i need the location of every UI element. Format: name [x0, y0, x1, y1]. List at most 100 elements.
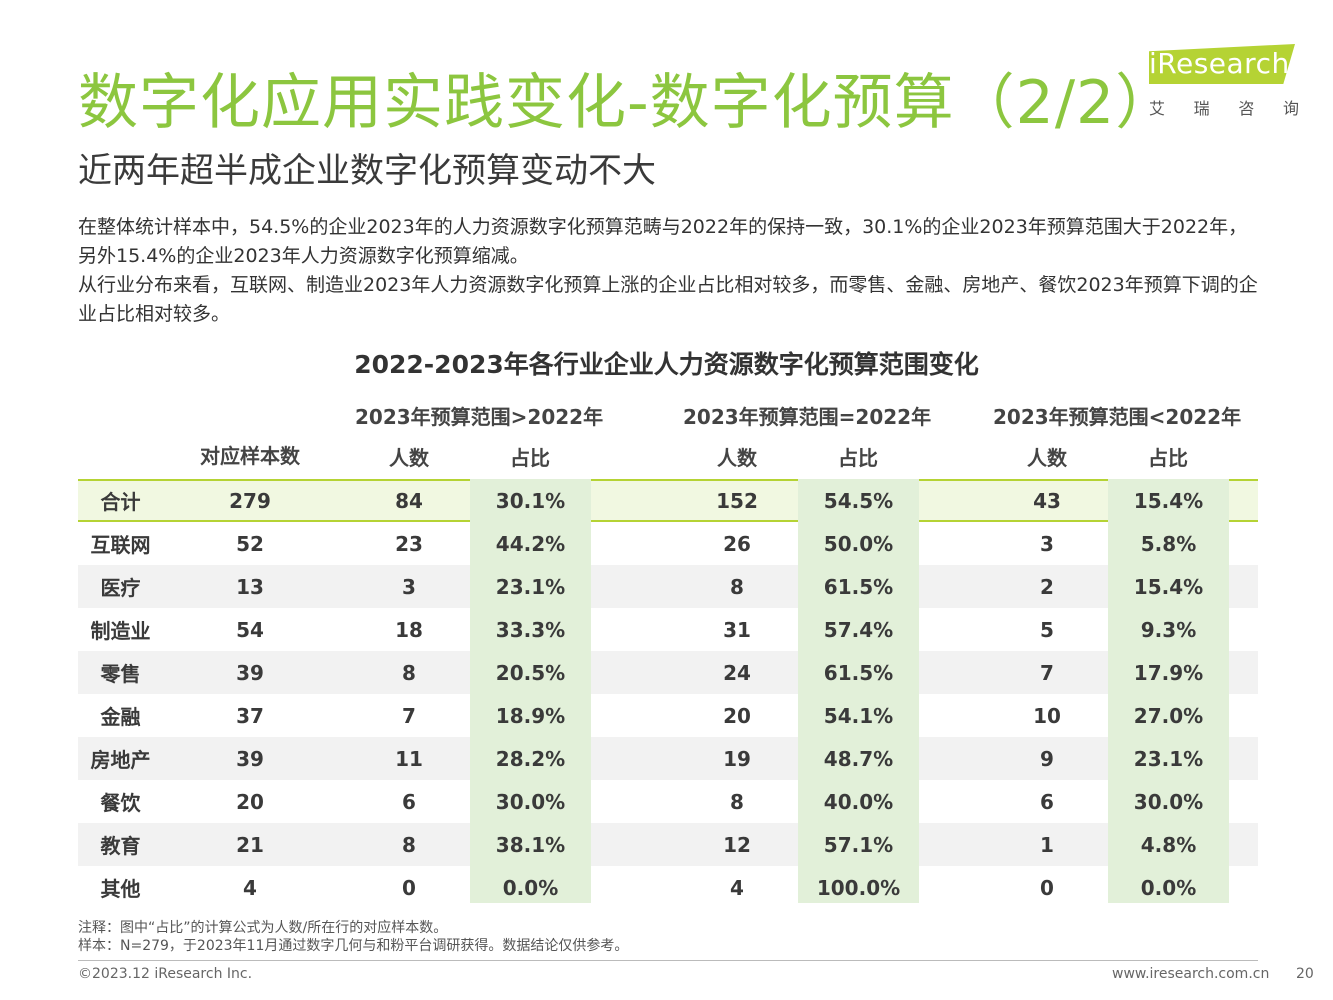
cell-gt-count: 7 — [402, 703, 416, 728]
table-row-bg — [78, 565, 1258, 608]
pct-column-highlight — [1108, 479, 1229, 903]
pct-column-highlight — [470, 479, 591, 903]
cell-gt-pct: 0.0% — [502, 875, 559, 900]
cell-gt-count: 3 — [402, 574, 416, 599]
cell-eq-count: 26 — [723, 531, 751, 556]
table-row-bg — [78, 823, 1258, 866]
cell-gt-pct: 18.9% — [495, 703, 566, 728]
count-header: 人数 — [717, 446, 757, 470]
count-header: 人数 — [1027, 446, 1067, 470]
iresearch-logo: iResearch 艾 瑞 咨 询 — [1145, 42, 1305, 120]
cell-eq-pct: 57.1% — [823, 832, 894, 857]
cell-gt-pct: 38.1% — [495, 832, 566, 857]
cell-sample: 4 — [243, 875, 257, 900]
cell-eq-pct: 100.0% — [816, 875, 901, 900]
cell-lt-count: 43 — [1033, 488, 1061, 513]
cell-eq-count: 8 — [730, 789, 744, 814]
cell-name: 互联网 — [90, 533, 151, 557]
cell-gt-pct: 20.5% — [495, 660, 566, 685]
website-url: www.iresearch.com.cn — [1112, 966, 1270, 982]
logo-chinese-name: 艾 瑞 咨 询 — [1149, 95, 1299, 119]
cell-gt-count: 84 — [395, 488, 423, 513]
cell-eq-count: 8 — [730, 574, 744, 599]
cell-name: 餐饮 — [100, 791, 141, 815]
logo-char: 询 — [1282, 99, 1299, 118]
cell-gt-count: 8 — [402, 832, 416, 857]
cell-eq-pct: 48.7% — [823, 746, 894, 771]
page-title: 数字化应用实践变化-数字化预算（2/2） — [78, 68, 1177, 138]
cell-eq-count: 20 — [723, 703, 751, 728]
group-header-equal: 2023年预算范围=2022年 — [683, 405, 932, 429]
cell-eq-count: 19 — [723, 746, 751, 771]
sample-count-header: 对应样本数 — [200, 444, 300, 468]
cell-lt-pct: 23.1% — [1133, 746, 1204, 771]
pct-header: 占比 — [510, 446, 550, 470]
table-row: 金融 37 7 18.9% 20 54.1% 10 27.0% — [78, 694, 1258, 737]
table-row: 医疗 13 3 23.1% 8 61.5% 2 15.4% — [78, 565, 1258, 608]
cell-lt-count: 7 — [1040, 660, 1054, 685]
cell-name: 制造业 — [90, 619, 151, 643]
table-total-row: 合计 279 84 30.1% 152 54.5% 43 15.4% — [78, 479, 1258, 522]
footnote: 注释：图中“占比”的计算公式为人数/所在行的对应样本数。 — [78, 920, 448, 936]
cell-gt-pct: 30.1% — [495, 488, 566, 513]
cell-gt-count: 18 — [395, 617, 423, 642]
cell-eq-pct: 40.0% — [823, 789, 894, 814]
cell-sample: 37 — [236, 703, 264, 728]
cell-lt-count: 9 — [1040, 746, 1054, 771]
cell-lt-count: 0 — [1040, 875, 1054, 900]
cell-gt-count: 23 — [395, 531, 423, 556]
cell-gt-pct: 33.3% — [495, 617, 566, 642]
table-row: 教育 21 8 38.1% 12 57.1% 1 4.8% — [78, 823, 1258, 866]
cell-name: 其他 — [100, 877, 141, 901]
cell-name: 教育 — [100, 834, 141, 858]
logo-char: 咨 — [1238, 99, 1255, 118]
table-total-row-bg — [78, 479, 1258, 522]
cell-lt-pct: 27.0% — [1133, 703, 1204, 728]
table-row: 制造业 54 18 33.3% 31 57.4% 5 9.3% — [78, 608, 1258, 651]
table-row-bg — [78, 651, 1258, 694]
cell-name: 金融 — [100, 705, 141, 729]
copyright: ©2023.12 iResearch Inc. — [78, 966, 253, 982]
cell-gt-count: 11 — [395, 746, 423, 771]
cell-lt-pct: 15.4% — [1133, 488, 1204, 513]
cell-sample: 39 — [236, 660, 264, 685]
cell-sample: 20 — [236, 789, 264, 814]
cell-sample: 13 — [236, 574, 264, 599]
cell-lt-count: 5 — [1040, 617, 1054, 642]
cell-lt-pct: 15.4% — [1133, 574, 1204, 599]
pct-column-highlight — [798, 479, 919, 903]
cell-eq-pct: 50.0% — [823, 531, 894, 556]
logo-badge — [1149, 44, 1295, 84]
cell-name: 医疗 — [100, 576, 141, 600]
cell-lt-pct: 5.8% — [1140, 531, 1197, 556]
cell-lt-count: 10 — [1033, 703, 1061, 728]
cell-sample: 54 — [236, 617, 264, 642]
cell-gt-pct: 23.1% — [495, 574, 566, 599]
cell-gt-pct: 44.2% — [495, 531, 566, 556]
description: 在整体统计样本中，54.5%的企业2023年的人力资源数字化预算范畴与2022年… — [78, 213, 1263, 329]
page-subtitle: 近两年超半成企业数字化预算变动不大 — [78, 151, 656, 191]
cell-name: 房地产 — [90, 748, 151, 772]
cell-name: 合计 — [100, 490, 141, 514]
table-title: 2022-2023年各行业企业人力资源数字化预算范围变化 — [354, 350, 979, 379]
group-header-greater: 2023年预算范围>2022年 — [355, 405, 604, 429]
cell-gt-pct: 30.0% — [495, 789, 566, 814]
page-number: 20 — [1296, 966, 1314, 982]
cell-gt-count: 8 — [402, 660, 416, 685]
cell-sample: 39 — [236, 746, 264, 771]
cell-sample: 279 — [229, 488, 271, 513]
group-header-less: 2023年预算范围<2022年 — [993, 405, 1242, 429]
table-row: 互联网 52 23 44.2% 26 50.0% 3 5.8% — [78, 522, 1258, 565]
cell-eq-count: 31 — [723, 617, 751, 642]
count-header: 人数 — [389, 446, 429, 470]
description-paragraph: 在整体统计样本中，54.5%的企业2023年的人力资源数字化预算范畴与2022年… — [78, 216, 1248, 267]
description-paragraph: 从行业分布来看，互联网、制造业2023年人力资源数字化预算上涨的企业占比相对较多… — [78, 274, 1258, 325]
cell-eq-pct: 61.5% — [823, 574, 894, 599]
cell-eq-count: 24 — [723, 660, 751, 685]
cell-gt-count: 6 — [402, 789, 416, 814]
cell-eq-count: 4 — [730, 875, 744, 900]
pct-header: 占比 — [1148, 446, 1188, 470]
table-row-bg — [78, 737, 1258, 780]
cell-eq-pct: 57.4% — [823, 617, 894, 642]
cell-lt-count: 3 — [1040, 531, 1054, 556]
